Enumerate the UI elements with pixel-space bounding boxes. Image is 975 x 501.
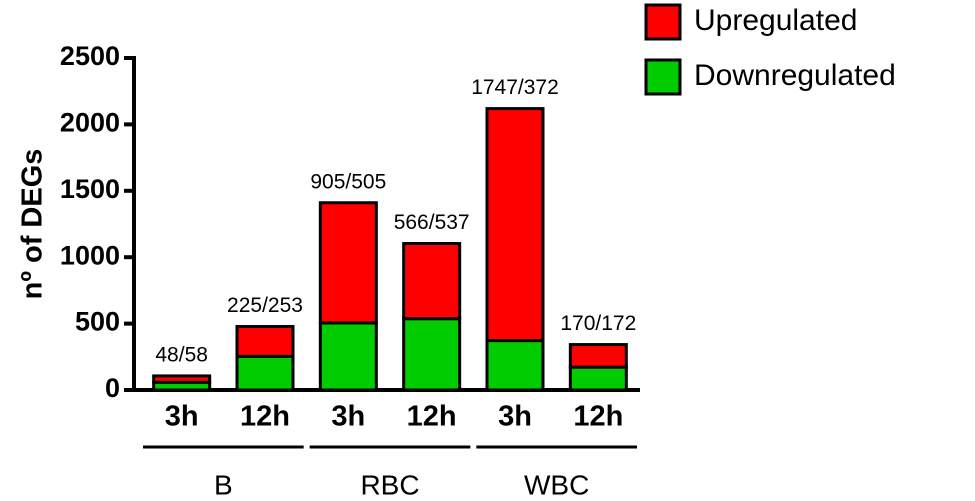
bar-label: 1747/372: [471, 76, 559, 99]
y-tick-label: 2000: [60, 108, 120, 138]
bar-label: 170/172: [560, 312, 636, 335]
x-tick-label: 3h: [165, 401, 199, 433]
bar-segment: [402, 242, 462, 321]
bar-label: 48/58: [155, 343, 208, 366]
bar-label: 905/505: [310, 170, 386, 193]
bar-label: 566/537: [394, 211, 470, 234]
x-tick-label: 12h: [240, 401, 290, 433]
y-tick-label: 1000: [60, 240, 120, 270]
legend-label: Upregulated: [694, 4, 857, 37]
y-tick-label: 500: [75, 307, 120, 337]
legend-swatch: [644, 3, 682, 41]
y-tick-label: 0: [105, 373, 120, 403]
bar-segment: [235, 325, 295, 358]
bar-segment: [485, 107, 545, 343]
y-tick-label: 1500: [60, 174, 120, 204]
bar-segment: [318, 321, 378, 392]
y-tick-label: 2500: [60, 41, 120, 71]
bar-label: 225/253: [227, 294, 303, 317]
bar-segment: [152, 374, 212, 384]
bar-segment: [318, 201, 378, 325]
group-label: RBC: [360, 469, 419, 500]
bar-segment: [568, 365, 628, 392]
x-tick-label: 3h: [498, 401, 532, 433]
x-tick-label: 3h: [331, 401, 365, 433]
x-tick-label: 12h: [407, 401, 457, 433]
bar-segment: [402, 317, 462, 392]
bar-segment: [485, 339, 545, 392]
legend-label: Downregulated: [694, 59, 896, 92]
group-label: WBC: [524, 469, 589, 500]
group-label: B: [214, 469, 233, 500]
y-axis-label: nº of DEGs: [17, 149, 49, 300]
bar-segment: [568, 343, 628, 369]
bar-segment: [235, 354, 295, 392]
legend-swatch: [644, 58, 682, 96]
x-tick-label: 12h: [573, 401, 623, 433]
